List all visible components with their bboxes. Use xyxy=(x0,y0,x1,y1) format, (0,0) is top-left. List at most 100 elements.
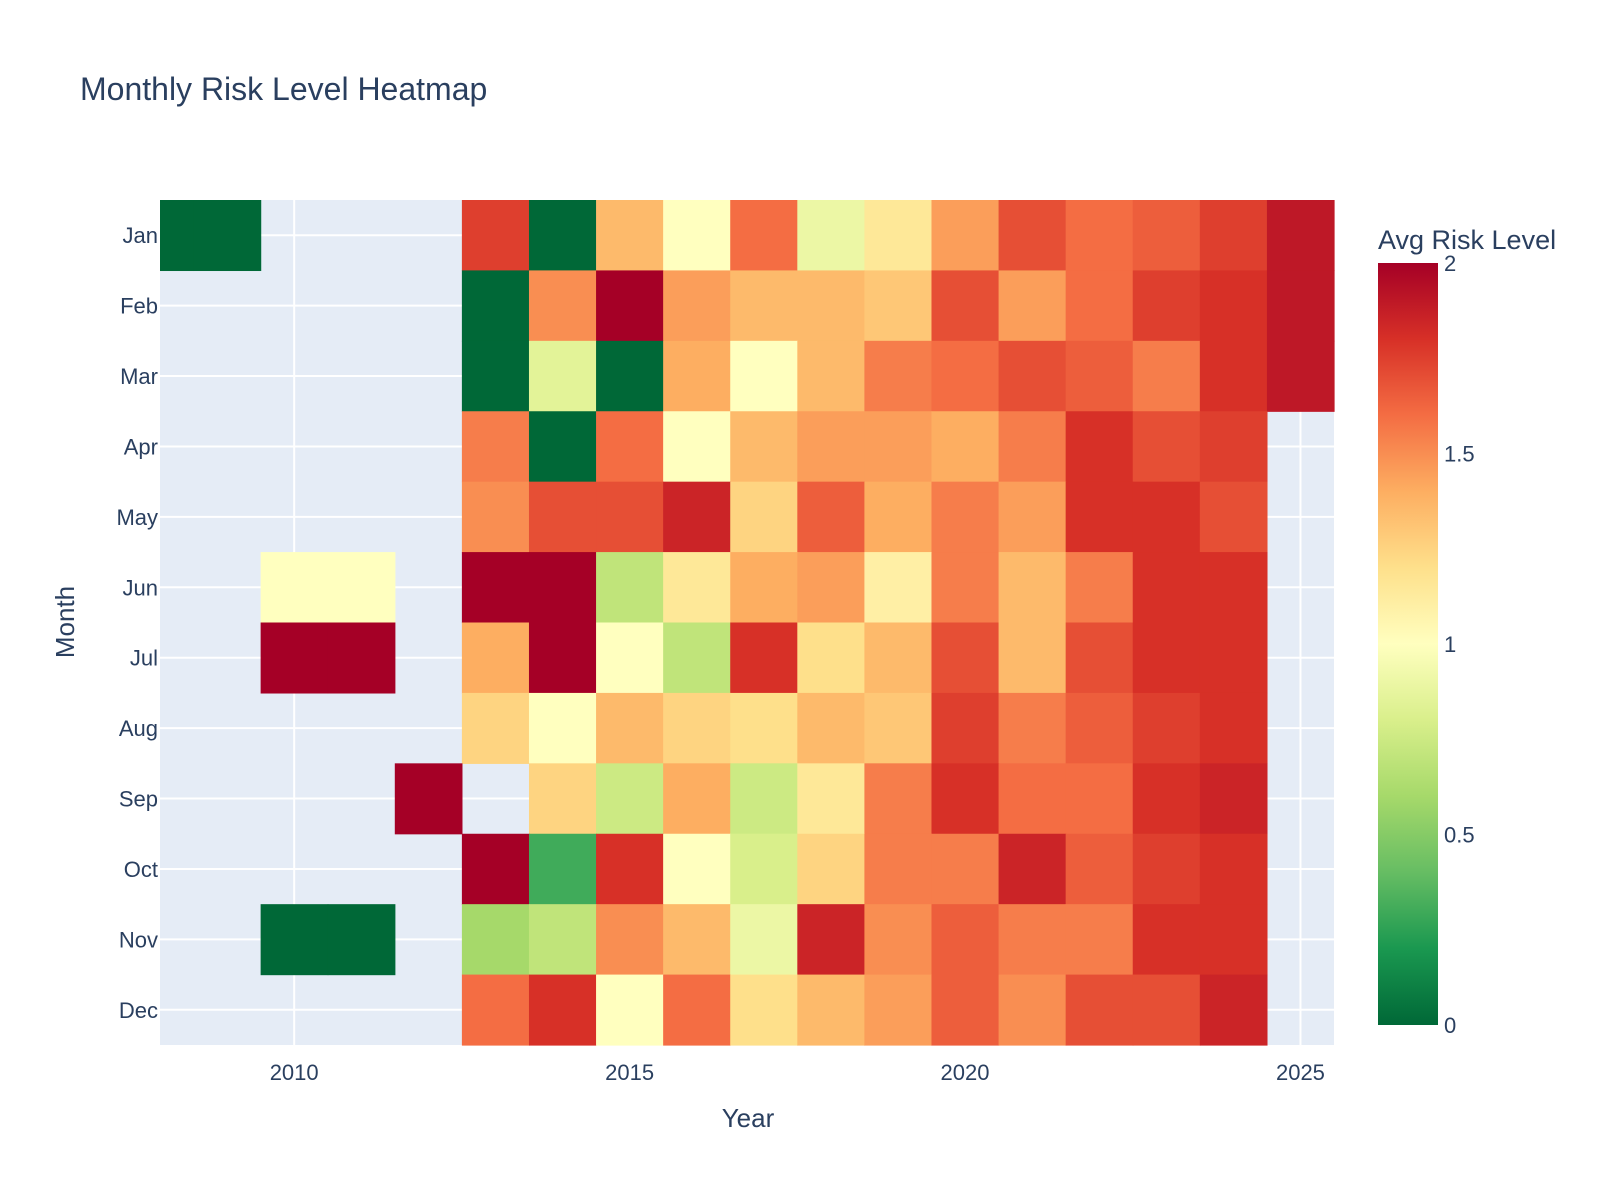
heatmap-cell xyxy=(1199,763,1268,835)
heatmap-cell xyxy=(663,270,731,342)
y-tick-label: Jan xyxy=(123,223,158,248)
heatmap-cell xyxy=(797,692,865,764)
heatmap-cell xyxy=(260,904,329,976)
heatmap-cell xyxy=(931,622,1000,694)
heatmap-cell xyxy=(260,552,329,624)
heatmap-cell xyxy=(1132,552,1201,624)
heatmap-cell xyxy=(663,340,731,412)
heatmap-cell xyxy=(1132,270,1201,342)
heatmap-cell xyxy=(461,622,530,694)
heatmap-cell xyxy=(596,481,664,553)
heatmap-cell xyxy=(797,622,865,694)
heatmap-cell xyxy=(931,763,1000,835)
y-tick-label: May xyxy=(116,505,158,530)
heatmap-cell xyxy=(864,833,933,905)
heatmap-cell xyxy=(931,481,1000,553)
heatmap-cell xyxy=(864,200,933,272)
heatmap-cell xyxy=(1065,763,1134,835)
heatmap-cell xyxy=(1065,340,1134,412)
heatmap-cell xyxy=(931,270,1000,342)
heatmap-cell xyxy=(1132,411,1201,483)
heatmap-cell xyxy=(1199,904,1268,976)
y-tick-label: Sep xyxy=(119,787,158,812)
heatmap-cell xyxy=(797,481,865,553)
heatmap-cell xyxy=(797,974,865,1046)
heatmap-cell xyxy=(1199,622,1268,694)
y-tick-label: Feb xyxy=(120,294,158,319)
heatmap-cell xyxy=(1132,833,1201,905)
colorbar-tick-label: 1.5 xyxy=(1444,442,1475,467)
heatmap-cell xyxy=(596,552,664,624)
heatmap-cell xyxy=(528,270,597,342)
heatmap-cell xyxy=(931,552,1000,624)
heatmap-cell xyxy=(1199,411,1268,483)
heatmap-cell xyxy=(1065,552,1134,624)
heatmap-cell xyxy=(864,904,933,976)
heatmap-cell xyxy=(730,622,798,694)
heatmap-cell xyxy=(931,411,1000,483)
heatmap-cell xyxy=(797,340,865,412)
colorbar-tick-label: 0.5 xyxy=(1444,823,1475,848)
heatmap-cell xyxy=(730,200,798,272)
heatmap-cell xyxy=(1266,340,1335,412)
heatmap-cell xyxy=(931,833,1000,905)
heatmap-cell xyxy=(1132,904,1201,976)
heatmap-cell xyxy=(528,763,597,835)
heatmap-cell xyxy=(461,974,530,1046)
heatmap-cell xyxy=(596,974,664,1046)
heatmap-cell xyxy=(1065,833,1134,905)
heatmap-cell xyxy=(1065,481,1134,553)
heatmap-cell xyxy=(1065,904,1134,976)
heatmap-cell xyxy=(1065,200,1134,272)
heatmap-cell xyxy=(1266,200,1335,272)
chart-title: Monthly Risk Level Heatmap xyxy=(80,71,487,107)
heatmap-cell xyxy=(730,411,798,483)
heatmap-cell xyxy=(931,974,1000,1046)
heatmap-cell xyxy=(864,270,933,342)
heatmap-cell xyxy=(528,622,597,694)
heatmap-cell xyxy=(663,833,731,905)
heatmap-cell xyxy=(1132,692,1201,764)
heatmap-cell xyxy=(663,552,731,624)
colorbar-tick-label: 1 xyxy=(1444,632,1456,657)
heatmap-cell xyxy=(1199,974,1268,1046)
heatmap-cell xyxy=(797,904,865,976)
heatmap-cell xyxy=(663,481,731,553)
heatmap-cell xyxy=(797,552,865,624)
y-axis-title: Month xyxy=(50,586,80,658)
heatmap-cell xyxy=(596,692,664,764)
heatmap-cell xyxy=(663,411,731,483)
heatmap-cell xyxy=(998,974,1067,1046)
heatmap-cell xyxy=(528,904,597,976)
heatmap-cell xyxy=(528,692,597,764)
heatmap-cell xyxy=(931,904,1000,976)
heatmap-cell xyxy=(528,340,597,412)
heatmap-cell xyxy=(1266,270,1335,342)
heatmap-cell xyxy=(864,974,933,1046)
heatmap-cell xyxy=(998,270,1067,342)
heatmap-cell xyxy=(528,552,597,624)
heatmap-cell xyxy=(797,270,865,342)
heatmap-cell xyxy=(1132,481,1201,553)
y-tick-label: Jul xyxy=(130,646,158,671)
heatmap-cells xyxy=(160,200,1335,1046)
heatmap-cell xyxy=(663,904,731,976)
heatmap-cell xyxy=(528,200,597,272)
x-axis-ticks: 2010 2015 2020 2025 xyxy=(270,1060,1325,1085)
heatmap-cell xyxy=(327,904,396,976)
heatmap-cell xyxy=(461,833,530,905)
heatmap-cell xyxy=(528,974,597,1046)
heatmap-cell xyxy=(596,763,664,835)
heatmap-cell xyxy=(998,411,1067,483)
heatmap-cell xyxy=(998,481,1067,553)
heatmap-cell xyxy=(730,340,798,412)
heatmap-cell xyxy=(730,974,798,1046)
heatmap-cell xyxy=(1065,270,1134,342)
y-tick-label: Oct xyxy=(124,857,158,882)
colorbar xyxy=(1378,263,1438,1025)
colorbar-tick-label: 2 xyxy=(1444,251,1456,276)
y-axis-ticks: Jan Feb Mar Apr May Jun Jul Aug Sep Oct Nov Dec xyxy=(116,223,158,1023)
heatmap-cell xyxy=(998,833,1067,905)
heatmap-cell xyxy=(864,692,933,764)
heatmap-cell xyxy=(1199,552,1268,624)
